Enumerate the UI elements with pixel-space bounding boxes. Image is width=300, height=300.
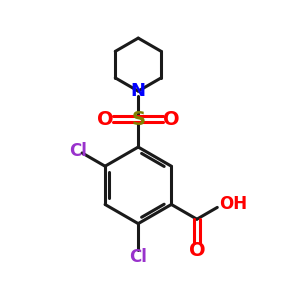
Text: OH: OH: [219, 196, 247, 214]
Text: Cl: Cl: [69, 142, 87, 160]
Text: Cl: Cl: [129, 248, 147, 266]
Text: N: N: [131, 82, 146, 100]
Text: O: O: [97, 110, 114, 129]
Text: O: O: [189, 241, 205, 260]
Text: O: O: [163, 110, 179, 129]
Text: S: S: [131, 110, 145, 129]
